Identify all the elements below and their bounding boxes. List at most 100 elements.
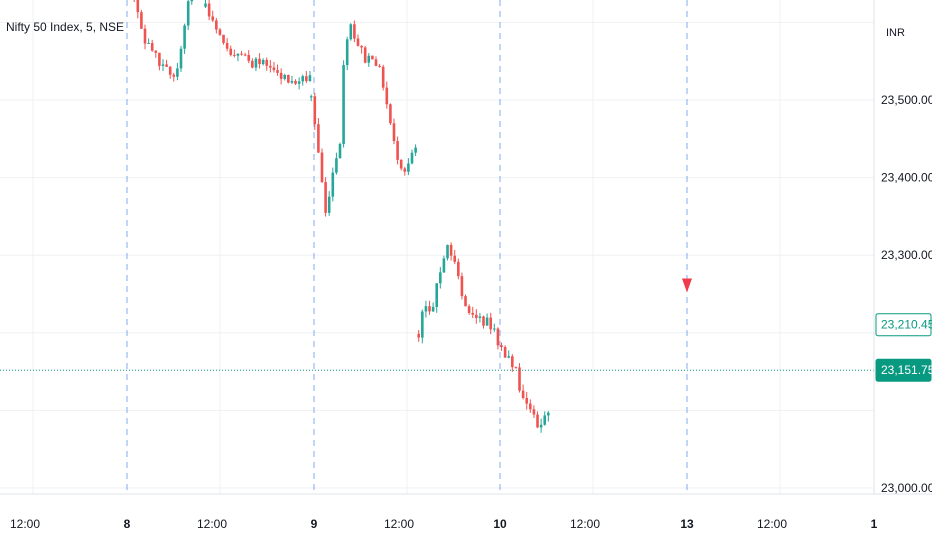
candle-body <box>507 356 511 358</box>
candle-body <box>478 316 482 318</box>
candle-body <box>410 152 414 164</box>
candle-body <box>356 38 360 46</box>
candle-body <box>489 317 493 330</box>
candle-body <box>233 54 236 56</box>
candle-body <box>140 12 143 29</box>
candle-body <box>464 296 467 307</box>
candle-body <box>313 96 317 125</box>
y-tick-label: 23,000.00 <box>881 481 932 495</box>
candle-body <box>308 75 312 82</box>
candle-body <box>482 316 485 326</box>
price-label-box <box>875 313 932 337</box>
candle-body <box>424 306 428 312</box>
candle-body <box>539 424 543 428</box>
candle-body <box>297 81 301 84</box>
x-tick-label: 12:00 <box>10 517 40 531</box>
candle-body <box>435 283 439 307</box>
candle-body <box>446 244 449 259</box>
candle-body <box>500 345 503 348</box>
candle-body <box>183 25 186 49</box>
candle-body <box>399 159 403 169</box>
candle-body <box>431 306 435 312</box>
candle-body <box>240 53 243 55</box>
sell-signal-arrow-icon <box>682 278 692 293</box>
candle-body <box>236 53 240 56</box>
candle-body <box>215 20 218 30</box>
candle-body <box>276 70 279 73</box>
candle-body <box>529 403 532 410</box>
price-label: 23,210.45 <box>881 318 932 332</box>
candle-body <box>428 306 431 312</box>
candle-body <box>287 74 290 83</box>
x-tick-label: 13 <box>680 517 694 531</box>
candle-body <box>168 66 172 75</box>
candle-body <box>331 172 335 197</box>
candle-body <box>475 314 478 318</box>
candle-body <box>136 0 140 13</box>
candle-body <box>543 415 547 425</box>
candle-body <box>190 0 194 2</box>
candle-body <box>521 390 525 398</box>
grid <box>0 0 874 494</box>
candle-body <box>378 65 381 67</box>
candle-body <box>449 244 453 256</box>
candle-body <box>272 67 276 71</box>
candle-body <box>143 28 147 44</box>
candle-body <box>335 158 338 173</box>
candle-body <box>218 29 222 35</box>
x-tick-label: 12:00 <box>757 517 787 531</box>
candle-body <box>258 58 261 65</box>
overlays <box>0 278 874 371</box>
candle-body <box>371 55 374 60</box>
candle-body <box>485 317 489 326</box>
candle-body <box>211 16 215 21</box>
candle-body <box>158 52 161 66</box>
candle-body <box>360 45 363 48</box>
candle-body <box>532 409 536 415</box>
time-scale[interactable] <box>0 494 932 550</box>
x-tick-label: 9 <box>311 517 318 531</box>
candle-body <box>396 141 399 160</box>
candle-body <box>345 39 349 66</box>
candle-body <box>261 59 265 65</box>
candle-body <box>381 66 385 88</box>
symbol-title[interactable]: Nifty 50 Index, 5, NSE <box>6 20 125 34</box>
candle-body <box>243 54 247 56</box>
y-tick-label: 23,500.00 <box>881 93 932 107</box>
candle-body <box>363 47 367 63</box>
candle-body <box>186 1 190 26</box>
candle-body <box>305 76 308 82</box>
candle-body <box>279 72 283 79</box>
candle-body <box>301 76 305 82</box>
candle-body <box>547 412 550 416</box>
candle-body <box>536 414 539 428</box>
candle-body <box>324 182 327 213</box>
y-tick-label: 23,400.00 <box>881 171 932 185</box>
price-label-box <box>875 358 932 382</box>
candle-body <box>294 80 297 84</box>
price-scale[interactable] <box>874 0 932 494</box>
candle-body <box>514 367 518 369</box>
y-tick-labels: 23,500.00 23,400.00 23,300.00 23,000.00 <box>881 93 932 495</box>
candle-body <box>229 48 233 55</box>
currency-label: INR <box>886 27 905 39</box>
candle-body <box>172 74 176 77</box>
candle-body <box>154 50 158 53</box>
candle-body <box>225 42 229 49</box>
candle-body <box>247 54 251 61</box>
candle-body <box>251 60 254 68</box>
candle-body <box>389 104 392 124</box>
candle-body <box>290 80 294 83</box>
candle-body <box>442 258 446 273</box>
y-tick-label: 23,300.00 <box>881 248 932 262</box>
x-tick-label: 8 <box>124 517 131 531</box>
candle-body <box>338 143 342 159</box>
candle-body <box>439 272 442 284</box>
candle-body <box>471 312 475 315</box>
candles <box>133 0 550 433</box>
candle-body <box>407 163 410 172</box>
x-tick-label: 12:00 <box>384 517 414 531</box>
candle-body <box>417 333 421 338</box>
